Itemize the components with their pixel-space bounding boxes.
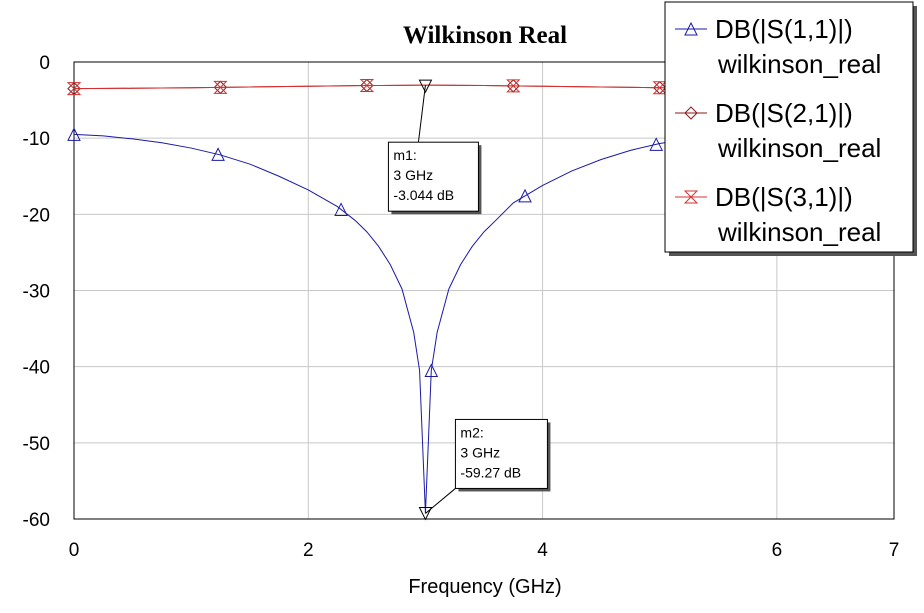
legend-name-3: DB(|S(3,1)|): [715, 182, 853, 212]
m1-leader: [417, 85, 426, 143]
y-tick-label-5: -50: [23, 434, 50, 455]
series-1-point-4: [518, 188, 532, 203]
m2-marker: [418, 506, 433, 521]
series-3-point-0: [66, 82, 82, 96]
m2-value: -59.27 dB: [460, 464, 521, 480]
legend-marker-3: [683, 190, 699, 204]
series-3-point-1: [213, 80, 228, 94]
series-3-point-4: [652, 81, 667, 95]
chart-title: Wilkinson Real: [403, 22, 567, 49]
m1-box: [387, 141, 479, 212]
x-tick-label-4: 7: [889, 540, 900, 561]
x-tick-label-0: 0: [69, 540, 80, 561]
m1-freq: 3 GHz: [393, 167, 433, 183]
y-tick-label-0: 0: [39, 53, 50, 74]
legend-name-1: DB(|S(1,1)|): [715, 14, 853, 44]
m2-box: [454, 418, 548, 489]
legend-name-2: DB(|S(2,1)|): [715, 98, 853, 128]
y-tick-label-2: -20: [23, 205, 50, 226]
series-1-point-2: [334, 202, 348, 216]
marker-annotations: m1: 3 GHz -3.044 dB m2: 3 GHz -59.27 dB: [387, 79, 551, 521]
x-tick-labels: 0 2 4 6 7: [69, 540, 900, 561]
m1-label: m1:: [393, 147, 416, 163]
legend-box: [664, 1, 914, 253]
legend-sub-2: wilkinson_real: [717, 133, 881, 163]
legend-marker-1: [684, 21, 698, 36]
legend-sub-3: wilkinson_real: [717, 217, 881, 247]
m2-label: m2:: [460, 424, 483, 440]
x-tick-label-2: 4: [537, 540, 548, 561]
x-axis-label: Frequency (GHz): [408, 576, 561, 598]
series-1-point-0: [67, 127, 81, 141]
legend-sub-1: wilkinson_real: [717, 49, 881, 79]
m2-freq: 3 GHz: [460, 444, 500, 460]
series-3-point-3: [506, 79, 521, 93]
series-1-point-5: [649, 137, 664, 151]
y-tick-label-4: -40: [23, 358, 50, 379]
series-1-point-1: [211, 147, 225, 161]
y-tick-label-1: -10: [23, 129, 50, 150]
legend-marker-2: [684, 106, 698, 120]
x-tick-label-1: 2: [303, 540, 314, 561]
m2-leader: [425, 488, 456, 514]
series-1-point-3: [424, 363, 439, 377]
x-tick-label-3: 6: [772, 540, 783, 561]
legend: DB(|S(1,1)|) wilkinson_real DB(|S(2,1)|) wi…: [664, 1, 917, 256]
y-tick-label-3: -30: [23, 282, 50, 303]
m1-value: -3.044 dB: [393, 187, 454, 203]
series-3-point-2: [359, 79, 375, 93]
plot-frame: [73, 61, 895, 520]
y-tick-label-6: -60: [23, 510, 50, 531]
m1-marker: [418, 79, 433, 94]
y-tick-labels: 0 -10 -20 -30 -40 -50 -60: [23, 53, 50, 531]
